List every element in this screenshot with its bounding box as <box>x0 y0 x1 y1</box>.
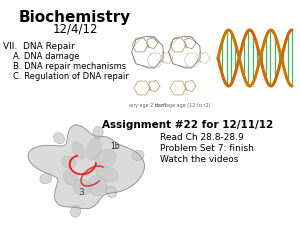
Ellipse shape <box>72 141 86 159</box>
Ellipse shape <box>70 205 81 217</box>
Ellipse shape <box>40 173 52 184</box>
Text: C. Regulation of DNA repair: C. Regulation of DNA repair <box>13 72 129 81</box>
Ellipse shape <box>64 170 77 185</box>
Text: damage age (12 to r2): damage age (12 to r2) <box>155 103 211 108</box>
Ellipse shape <box>106 186 117 198</box>
Ellipse shape <box>132 150 144 160</box>
Ellipse shape <box>86 138 101 160</box>
Text: Problem Set 7: finish: Problem Set 7: finish <box>160 144 254 153</box>
Ellipse shape <box>96 166 118 182</box>
Text: Biochemistry: Biochemistry <box>19 10 131 25</box>
Ellipse shape <box>73 179 91 195</box>
Text: 12/4/12: 12/4/12 <box>52 23 98 36</box>
Text: B. DNA repair mechanisms: B. DNA repair mechanisms <box>13 62 126 71</box>
Text: any age 2 to r3: any age 2 to r3 <box>129 103 167 108</box>
Text: Read Ch 28.8-28.9: Read Ch 28.8-28.9 <box>160 133 244 142</box>
Polygon shape <box>28 125 144 209</box>
Text: VII.  DNA Repair: VII. DNA Repair <box>3 42 75 51</box>
Text: 1b: 1b <box>110 142 120 151</box>
Ellipse shape <box>95 149 116 168</box>
Text: Assignment #22 for 12/11/12: Assignment #22 for 12/11/12 <box>102 120 274 130</box>
Text: 3: 3 <box>78 188 84 197</box>
Ellipse shape <box>54 133 64 144</box>
Ellipse shape <box>93 127 103 138</box>
Ellipse shape <box>61 156 76 168</box>
Text: A. DNA damage: A. DNA damage <box>13 52 80 61</box>
Ellipse shape <box>88 176 107 196</box>
Text: Watch the videos: Watch the videos <box>160 155 238 164</box>
